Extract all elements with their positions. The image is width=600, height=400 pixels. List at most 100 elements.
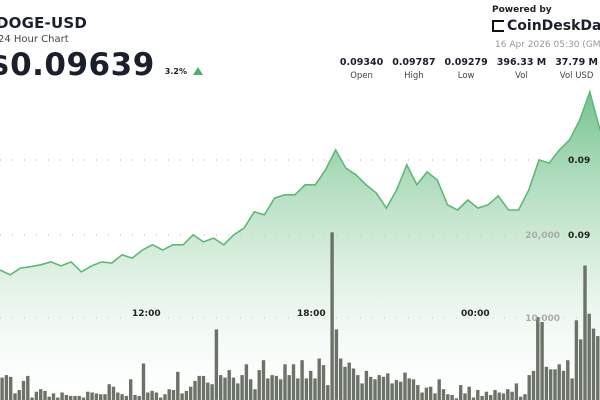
volume-bar bbox=[9, 376, 13, 400]
volume-bar bbox=[223, 377, 227, 400]
volume-bar bbox=[334, 329, 339, 400]
volume-bar bbox=[103, 394, 107, 400]
stat-value: 0.09279 bbox=[444, 57, 488, 68]
volume-bar bbox=[514, 383, 519, 400]
volume-bar bbox=[73, 395, 77, 400]
volume-bar bbox=[249, 379, 253, 400]
volume-bar bbox=[274, 375, 279, 400]
volume-bar bbox=[13, 393, 17, 400]
price-axis-label: 0.09 bbox=[568, 231, 590, 241]
volume-bar bbox=[351, 368, 356, 400]
volume-bar bbox=[240, 375, 244, 400]
volume-bar bbox=[377, 375, 381, 400]
volume-bar bbox=[64, 395, 69, 400]
stat-label: Open bbox=[350, 71, 373, 81]
volume-bar bbox=[210, 384, 214, 400]
volume-bar bbox=[137, 395, 141, 400]
volume-bar bbox=[60, 392, 64, 400]
volume-bar bbox=[279, 379, 283, 400]
stat-vol-usd: 37.79 M Vol USD bbox=[555, 57, 598, 81]
volume-bar bbox=[291, 364, 296, 400]
volume-bar bbox=[454, 398, 459, 400]
volume-bar bbox=[330, 232, 334, 400]
volume-bar bbox=[574, 320, 579, 400]
up-arrow-icon bbox=[192, 67, 203, 75]
volume-bar bbox=[304, 378, 309, 400]
coindesk-logo[interactable]: CoinDeskData bbox=[492, 18, 600, 34]
volume-bar bbox=[266, 378, 270, 400]
volume-bar bbox=[549, 369, 553, 400]
volume-bar bbox=[39, 389, 43, 400]
volume-bar bbox=[107, 384, 111, 400]
x-tick-label: 12:00 bbox=[132, 309, 161, 319]
volume-bar bbox=[154, 392, 159, 400]
volume-bar bbox=[189, 386, 193, 400]
volume-bar bbox=[373, 379, 377, 400]
volume-bar bbox=[596, 336, 600, 400]
volume-bar bbox=[167, 389, 171, 400]
volume-bar bbox=[77, 395, 81, 400]
stat-value: 0.09340 bbox=[339, 57, 384, 68]
stat-value: 37.79 M bbox=[555, 57, 598, 68]
volume-bar bbox=[86, 391, 90, 400]
volume-bar bbox=[236, 383, 240, 400]
volume-bar bbox=[43, 390, 47, 400]
volume-bar bbox=[214, 329, 219, 400]
volume-bar bbox=[369, 376, 373, 400]
volume-bar bbox=[386, 373, 390, 400]
volume-bar bbox=[471, 397, 476, 400]
volume-bar bbox=[176, 371, 180, 400]
volume-bar bbox=[296, 378, 300, 400]
volume-bar bbox=[381, 376, 386, 400]
volume-bar bbox=[527, 375, 531, 400]
volume-bar bbox=[480, 395, 484, 400]
volume-bar bbox=[399, 381, 403, 400]
volume-bar bbox=[411, 379, 416, 400]
volume-bar bbox=[21, 380, 26, 400]
volume-bar bbox=[403, 372, 407, 400]
volume-bar bbox=[519, 396, 523, 400]
price-change: 3.2% bbox=[164, 67, 187, 76]
volume-bar bbox=[583, 265, 587, 400]
volume-bar bbox=[506, 389, 510, 400]
volume-bar bbox=[343, 366, 347, 400]
price-axis-label: 0.09 bbox=[568, 156, 590, 166]
volume-bar bbox=[257, 370, 261, 400]
volume-bar bbox=[231, 377, 236, 400]
x-tick-label: 00:00 bbox=[461, 309, 490, 319]
volume-bar bbox=[561, 370, 566, 400]
volume-bar bbox=[544, 366, 549, 400]
volume-bar bbox=[270, 375, 274, 400]
stats-row: 0.09340 Open 0.09787 High 0.09279 Low 39… bbox=[340, 57, 598, 81]
volume-bar bbox=[163, 394, 167, 400]
volume-bar bbox=[133, 395, 137, 400]
brand-name: CoinDeskData bbox=[507, 18, 600, 34]
stat-label: Vol USD bbox=[559, 71, 594, 81]
stat-label: High bbox=[404, 71, 424, 81]
price-line bbox=[0, 89, 600, 276]
volume-bar bbox=[81, 397, 86, 400]
stat-value: 0.09787 bbox=[392, 57, 436, 68]
volume-bar bbox=[94, 393, 99, 400]
volume-axis-label: 10,000 bbox=[525, 314, 560, 324]
volume-bar bbox=[433, 393, 437, 400]
volume-bar bbox=[493, 390, 497, 400]
volume-bar bbox=[227, 370, 231, 400]
volume-bar bbox=[30, 397, 34, 400]
volume-bar bbox=[536, 317, 540, 400]
volume-bar bbox=[317, 358, 321, 400]
volume-bar bbox=[129, 379, 133, 400]
volume-bar bbox=[4, 375, 9, 400]
volume-bar bbox=[540, 322, 544, 400]
volume-bar bbox=[197, 375, 201, 400]
stat-value: 396.33 M bbox=[496, 57, 547, 68]
volume-bar bbox=[150, 390, 154, 400]
volume-bar bbox=[463, 393, 467, 400]
volume-bar bbox=[484, 391, 489, 400]
volume-axis-label: 20,000 bbox=[525, 231, 560, 241]
volume-bar bbox=[510, 391, 514, 400]
volume-bar bbox=[111, 386, 116, 400]
stat-high: 0.09787 High bbox=[392, 57, 435, 81]
current-price: $0.09639 bbox=[0, 47, 155, 83]
